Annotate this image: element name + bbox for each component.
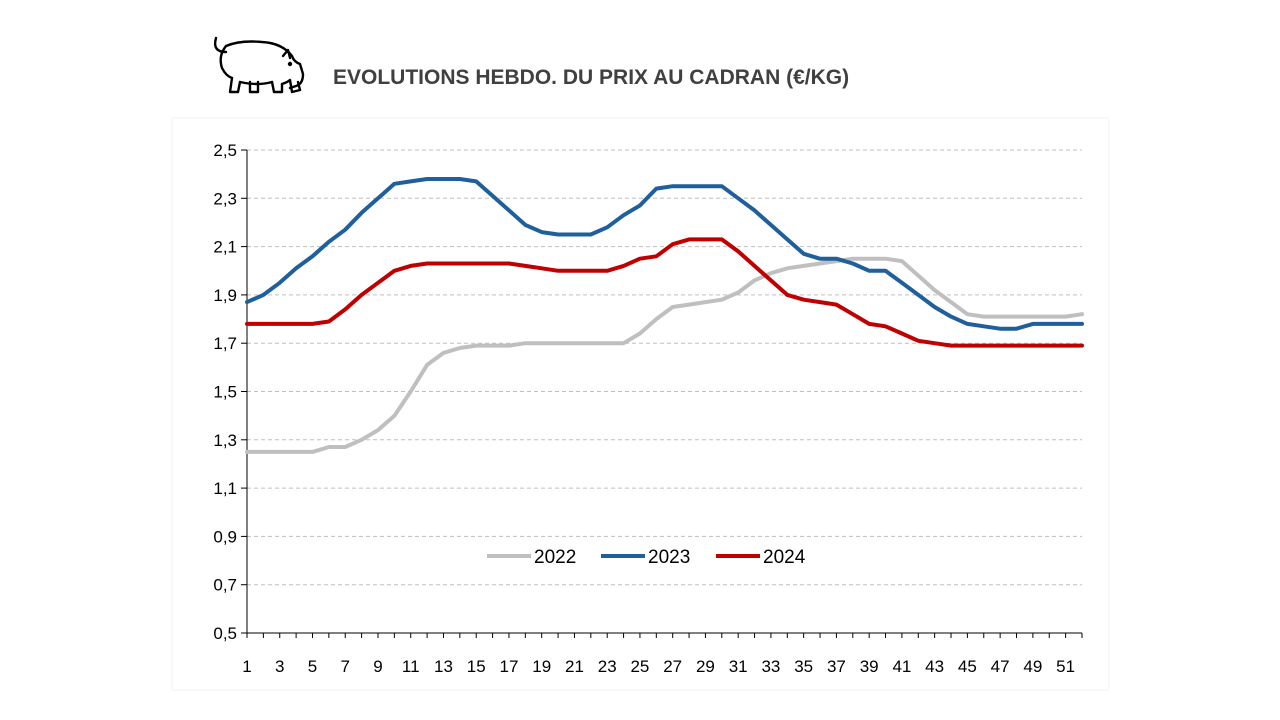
x-tick-label: 11 xyxy=(402,657,420,676)
x-tick-label: 39 xyxy=(860,657,879,676)
y-tick-label: 1,9 xyxy=(213,286,237,305)
x-tick-label: 51 xyxy=(1056,657,1075,676)
x-tick-label: 49 xyxy=(1023,657,1042,676)
pig-icon xyxy=(213,36,305,94)
legend: 2022 2023 2024 xyxy=(487,547,806,568)
x-tick-label: 13 xyxy=(434,657,453,676)
y-tick-label: 1,5 xyxy=(213,383,237,402)
x-tick-label: 23 xyxy=(598,657,617,676)
x-tick-label: 41 xyxy=(892,657,911,676)
y-tick-label: 1,7 xyxy=(213,334,237,353)
x-tick-label: 27 xyxy=(663,657,682,676)
chart-title: EVOLUTIONS HEBDO. DU PRIX AU CADRAN (€/K… xyxy=(333,66,849,89)
x-tick-label: 33 xyxy=(761,657,780,676)
y-tick-label: 0,5 xyxy=(213,624,237,643)
x-tick-label: 21 xyxy=(565,657,584,676)
x-tick-label: 7 xyxy=(341,657,350,676)
x-tick-label: 1 xyxy=(242,657,251,676)
y-axis: 0,5 0,7 0,9 1,1 1,3 1,5 1,7 1,9 2,1 2,3 2,5 xyxy=(213,141,248,643)
y-tick-label: 2,1 xyxy=(213,238,237,257)
legend-label-2022: 2022 xyxy=(534,547,576,568)
x-tick-label: 25 xyxy=(630,657,649,676)
series-line-2024 xyxy=(245,237,1084,348)
x-axis: 1 3 5 7 9 11 13 15 17 19 21 23 25 27 29 31 33 35 37 39 41 43 4… xyxy=(242,632,1083,676)
series-line-2022 xyxy=(245,256,1084,454)
legend-label-2024: 2024 xyxy=(763,547,806,568)
y-tick-label: 2,3 xyxy=(213,189,237,208)
x-tick-label: 31 xyxy=(729,657,748,676)
x-tick-label: 19 xyxy=(532,657,551,676)
x-tick-label: 37 xyxy=(827,657,846,676)
x-tick-label: 3 xyxy=(275,657,284,676)
x-tick-label: 9 xyxy=(373,657,382,676)
x-tick-label: 35 xyxy=(794,657,813,676)
y-tick-label: 0,7 xyxy=(213,576,237,595)
x-tick-label: 29 xyxy=(696,657,715,676)
series-lines xyxy=(245,177,1084,454)
x-tick-label: 43 xyxy=(925,657,944,676)
x-tick-label: 45 xyxy=(958,657,977,676)
chart-panel xyxy=(171,117,1110,691)
legend-label-2023: 2023 xyxy=(648,547,690,568)
y-tick-label: 1,1 xyxy=(213,479,237,498)
x-tick-label: 5 xyxy=(308,657,317,676)
y-tick-label: 2,5 xyxy=(213,141,237,160)
series-line-2023 xyxy=(245,177,1084,331)
y-tick-label: 1,3 xyxy=(213,431,237,450)
x-tick-label: 47 xyxy=(991,657,1010,676)
x-tick-label: 15 xyxy=(467,657,486,676)
x-tick-label: 17 xyxy=(499,657,518,676)
y-tick-label: 0,9 xyxy=(213,527,237,546)
